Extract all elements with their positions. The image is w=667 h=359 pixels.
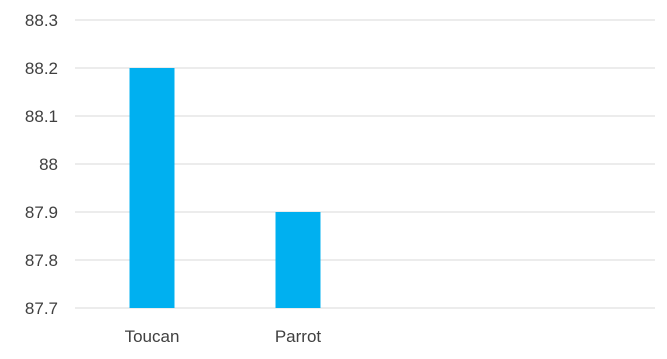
y-tick-label: 88.2: [25, 59, 58, 78]
y-tick-label: 87.7: [25, 299, 58, 318]
bar-toucan: [129, 68, 175, 308]
y-tick-label: 87.8: [25, 251, 58, 270]
y-tick-label: 88: [39, 155, 58, 174]
x-axis-ticks: Toucan Parrot: [125, 327, 322, 346]
x-tick-label: Parrot: [275, 327, 322, 346]
bar-parrot: [275, 212, 321, 308]
x-tick-label: Toucan: [125, 327, 180, 346]
y-axis-ticks: 87.7 87.8 87.9 88 88.1 88.2 88.3: [25, 11, 58, 318]
bars: [129, 68, 321, 308]
y-tick-label: 88.3: [25, 11, 58, 30]
y-tick-label: 88.1: [25, 107, 58, 126]
y-tick-label: 87.9: [25, 203, 58, 222]
